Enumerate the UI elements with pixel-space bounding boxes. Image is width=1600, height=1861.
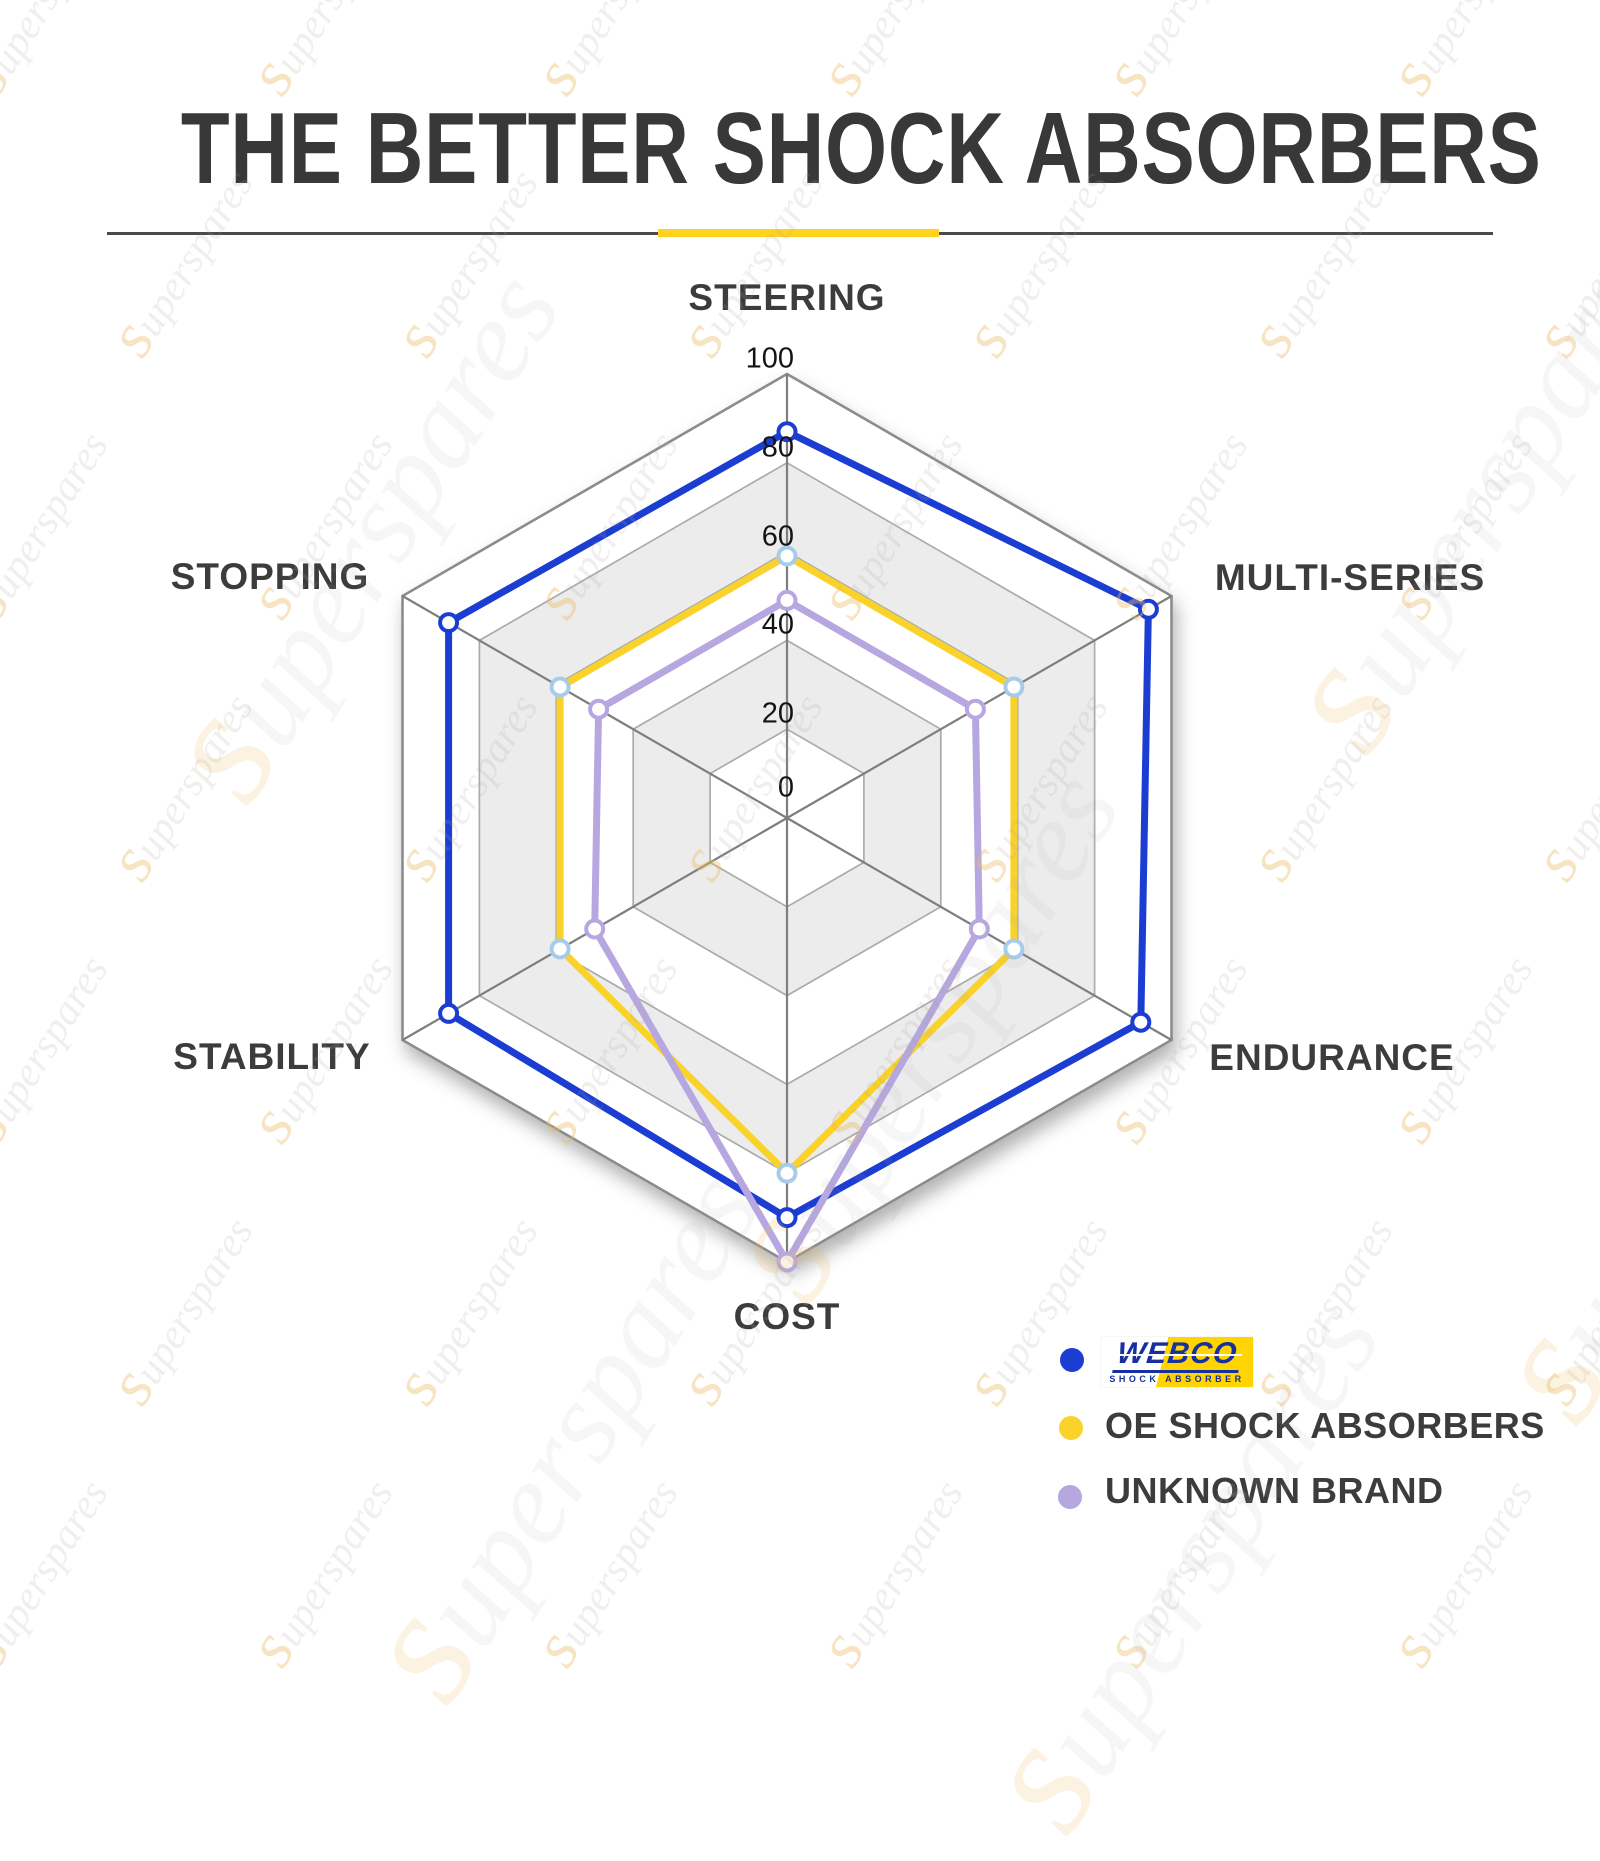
tick-label-80: 80: [761, 431, 794, 464]
radar-chart: STEERING MULTI-SERIES ENDURANCE COST STA…: [170, 277, 1486, 1337]
tick-label-20: 20: [761, 697, 794, 730]
series-1-marker-2: [1003, 938, 1025, 960]
series-0-marker-5: [438, 612, 460, 634]
tick-label-60: 60: [761, 520, 794, 553]
axis-label-multi-series: MULTI-SERIES: [1214, 557, 1486, 598]
series-1-marker-3: [776, 1162, 798, 1184]
webco-logo-brand-text: WEBCO: [1112, 1337, 1243, 1373]
series-1-marker-5: [549, 676, 571, 698]
page-title: THE BETTER SHOCK ABSORBERS: [180, 93, 1542, 205]
webco-logo-stripe: [1112, 1353, 1243, 1356]
tick-label-0: 0: [777, 771, 794, 804]
legend-dot-oe-icon: [1059, 1416, 1083, 1440]
radar-svg: [401, 372, 1173, 1273]
series-0-marker-4: [438, 1002, 460, 1024]
title-divider-accent: [658, 229, 939, 237]
webco-logo-subtext: SHOCK ABSORBER: [1109, 1374, 1245, 1385]
series-2-marker-5: [588, 698, 610, 720]
webco-logo: WEBCO SHOCK ABSORBER: [1101, 1337, 1253, 1387]
series-0-marker-2: [1130, 1011, 1152, 1033]
legend-dot-unknown-icon: [1058, 1485, 1082, 1509]
series-2-marker-2: [968, 918, 990, 940]
axis-label-endurance: ENDURANCE: [1209, 1037, 1455, 1078]
series-2-marker-1: [964, 698, 986, 720]
page-title-wrap: THE BETTER SHOCK ABSORBERS: [0, 96, 1600, 202]
series-0-marker-3: [776, 1207, 798, 1229]
series-1-marker-0: [776, 545, 798, 567]
series-0-marker-1: [1137, 598, 1159, 620]
axis-label-stopping: STOPPING: [170, 556, 370, 597]
series-1-marker-1: [1003, 676, 1025, 698]
axis-label-cost: COST: [733, 1296, 841, 1337]
series-2-marker-4: [584, 918, 606, 940]
legend-dot-webco-icon: [1060, 1348, 1084, 1372]
tick-label-40: 40: [761, 608, 794, 641]
tick-label-100: 100: [745, 342, 794, 375]
series-2-marker-0: [776, 589, 798, 611]
series-0-marker-0: [776, 421, 798, 443]
series-2-marker-3: [776, 1251, 798, 1273]
axis-label-stability: STABILITY: [173, 1036, 371, 1077]
legend-label-unknown: UNKNOWN BRAND: [1105, 1470, 1444, 1511]
axis-label-steering: STEERING: [688, 277, 886, 318]
series-1-marker-4: [549, 938, 571, 960]
legend-label-oe: OE SHOCK ABSORBERS: [1105, 1405, 1545, 1446]
